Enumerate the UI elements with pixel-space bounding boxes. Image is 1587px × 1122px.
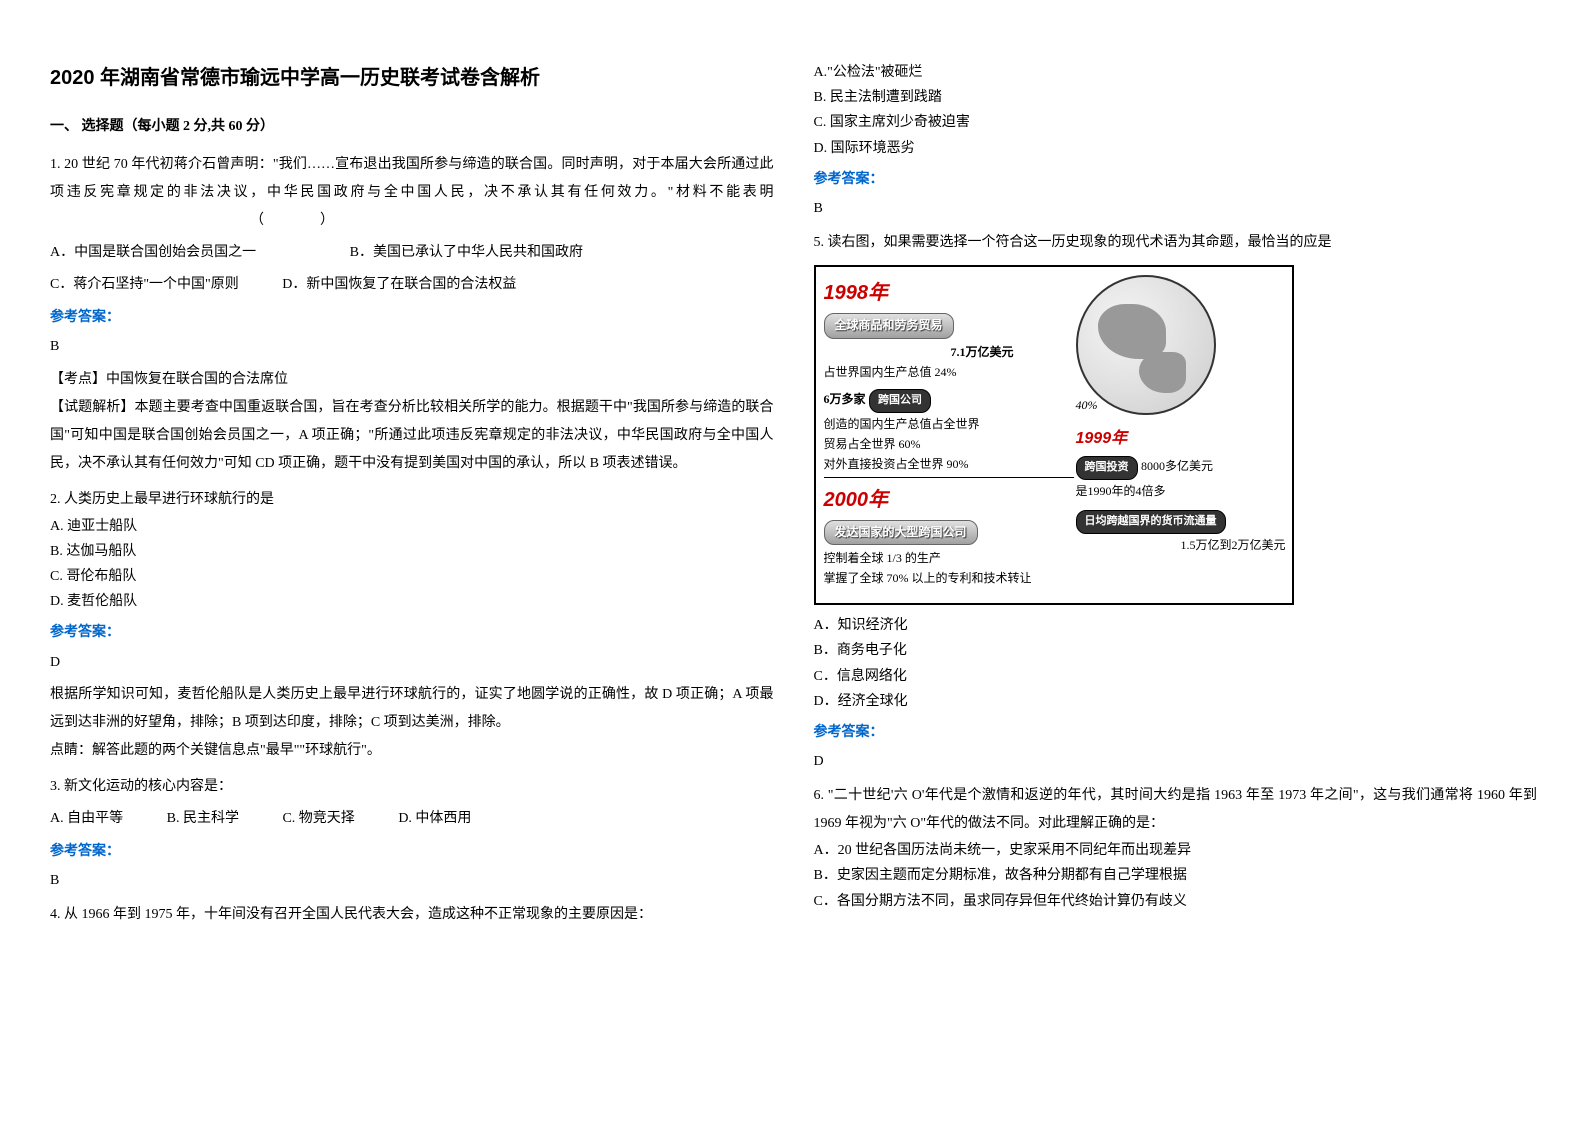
- question-5: 5. 读右图，如果需要选择一个符合这一历史现象的现代术语为其命题，最恰当的应是 …: [814, 229, 1538, 774]
- chart-value-1999: 8000多亿美元: [1141, 459, 1213, 473]
- chart-fdi-share: 对外直接投资占全世界 90%: [824, 455, 1074, 473]
- chart-production: 控制着全球 1/3 的生产: [824, 549, 1074, 567]
- q3-answer: B: [50, 868, 774, 893]
- question-1: 1. 20 世纪 70 年代初蒋介石曾声明："我们……宣布退出我国所参与缔造的联…: [50, 151, 774, 477]
- q1-explanation: 【试题解析】本题主要考查中国重返联合国，旨在考查分析比较相关所学的能力。根据题干…: [50, 394, 774, 478]
- chart-gdp-1998: 占世界国内生产总值 24%: [824, 363, 1074, 381]
- q6-option-a: A．20 世纪各国历法尚未统一，史家采用不同纪年而出现差异: [814, 838, 1538, 863]
- chart-banner-1999: 跨国投资: [1076, 456, 1138, 480]
- q1-number: 1.: [50, 157, 61, 172]
- q2-explanation: 根据所学知识可知，麦哲伦船队是人类历史上最早进行环球航行的，证实了地圆学说的正确…: [50, 681, 774, 737]
- q6-option-c: C．各国分期方法不同，虽求同存异但年代终始计算仍有歧义: [814, 889, 1538, 914]
- q5-option-a: A．知识经济化: [814, 613, 1538, 638]
- chart-value-1998: 7.1万亿美元: [824, 343, 1074, 361]
- right-column: A."公检法"被砸烂 B. 民主法制遭到践踏 C. 国家主席刘少奇被迫害 D. …: [814, 60, 1538, 1092]
- question-2: 2. 人类历史上最早进行环球航行的是 A. 迪亚士船队 B. 达伽马船队 C. …: [50, 486, 774, 765]
- q6-number: 6.: [814, 788, 825, 803]
- chart-year-1999: 1999年: [1076, 430, 1128, 447]
- left-column: 2020 年湖南省常德市瑜远中学高一历史联考试卷含解析 一、 选择题（每小题 2…: [50, 60, 774, 1092]
- chart-gdp-percent: 40%: [1076, 395, 1098, 417]
- q1-answer: B: [50, 334, 774, 359]
- q1-option-d: D．新中国恢复了在联合国的合法权益: [282, 271, 516, 299]
- q1-option-a: A．中国是联合国创始会员国之一: [50, 239, 256, 267]
- q4-option-c: C. 国家主席刘少奇被迫害: [814, 110, 1538, 135]
- question-6: 6. "二十世纪'六 O'年代是个激情和返逆的年代，其时间大约是指 1963 年…: [814, 782, 1538, 914]
- q1-option-b: B．美国已承认了中华人民共和国政府: [350, 239, 583, 267]
- globalization-chart: 1998年 全球商品和劳务贸易 7.1万亿美元 占世界国内生产总值 24% 6万…: [814, 265, 1294, 605]
- q2-answer: D: [50, 650, 774, 675]
- chart-compare-1999: 是1990年的4倍多: [1076, 482, 1286, 500]
- q5-option-d: D．经济全球化: [814, 689, 1538, 714]
- q2-option-b: B. 达伽马船队: [50, 539, 774, 564]
- q3-text: 新文化运动的核心内容是：: [64, 779, 232, 794]
- q2-number: 2.: [50, 492, 61, 507]
- chart-banner-companies: 跨国公司: [869, 389, 931, 413]
- q5-text: 读右图，如果需要选择一个符合这一历史现象的现代术语为其命题，最恰当的应是: [828, 235, 1332, 250]
- q5-number: 5.: [814, 235, 825, 250]
- q5-answer: D: [814, 749, 1538, 774]
- question-3: 3. 新文化运动的核心内容是： A. 自由平等 B. 民主科学 C. 物竞天择 …: [50, 773, 774, 893]
- chart-currency-banner: 日均跨越国界的货币流通量: [1076, 510, 1226, 534]
- q4-option-b: B. 民主法制遭到践踏: [814, 85, 1538, 110]
- q5-answer-label: 参考答案：: [814, 720, 1538, 745]
- q3-option-c: C. 物竞天择: [282, 805, 354, 833]
- chart-companies: 6万多家: [824, 392, 866, 406]
- q1-kaodian: 【考点】中国恢复在联合国的合法席位: [50, 366, 774, 394]
- q4-text: 从 1966 年到 1975 年，十年间没有召开全国人民代表大会，造成这种不正常…: [64, 907, 652, 922]
- chart-gdp-share: 创造的国内生产总值占全世界: [824, 415, 1074, 433]
- q2-answer-label: 参考答案：: [50, 620, 774, 645]
- q3-option-a: A. 自由平等: [50, 805, 123, 833]
- q3-answer-label: 参考答案：: [50, 839, 774, 864]
- q6-text: "二十世纪'六 O'年代是个激情和返逆的年代，其时间大约是指 1963 年至 1…: [814, 788, 1538, 831]
- q5-option-b: B．商务电子化: [814, 638, 1538, 663]
- q4-number: 4.: [50, 907, 61, 922]
- q1-option-c: C．蒋介石坚持"一个中国"原则: [50, 271, 239, 299]
- q1-paren: （ ）: [250, 213, 334, 228]
- chart-year-2000: 2000年: [824, 482, 1074, 518]
- q1-answer-label: 参考答案：: [50, 305, 774, 330]
- q4-answer: B: [814, 196, 1538, 221]
- q4-answer-label: 参考答案：: [814, 167, 1538, 192]
- q1-text: 20 世纪 70 年代初蒋介石曾声明："我们……宣布退出我国所参与缔造的联合国。…: [50, 157, 774, 200]
- chart-year-1998: 1998年: [824, 275, 1074, 311]
- q2-option-d: D. 麦哲伦船队: [50, 589, 774, 614]
- chart-currency-value: 1.5万亿到2万亿美元: [1076, 536, 1286, 554]
- question-4-start: 4. 从 1966 年到 1975 年，十年间没有召开全国人民代表大会，造成这种…: [50, 901, 774, 929]
- q3-number: 3.: [50, 779, 61, 794]
- section-header: 一、 选择题（每小题 2 分,共 60 分）: [50, 114, 774, 139]
- question-4-options: A."公检法"被砸烂 B. 民主法制遭到践踏 C. 国家主席刘少奇被迫害 D. …: [814, 60, 1538, 221]
- q3-option-b: B. 民主科学: [167, 805, 239, 833]
- chart-banner-1998: 全球商品和劳务贸易: [824, 313, 954, 339]
- q4-option-d: D. 国际环境恶劣: [814, 136, 1538, 161]
- q2-text: 人类历史上最早进行环球航行的是: [64, 492, 274, 507]
- q2-hint: 点睛：解答此题的两个关键信息点"最早""环球航行"。: [50, 737, 774, 765]
- q2-option-c: C. 哥伦布船队: [50, 564, 774, 589]
- chart-trade-share: 贸易占全世界 60%: [824, 435, 1074, 453]
- q5-option-c: C．信息网络化: [814, 664, 1538, 689]
- q4-option-a: A."公检法"被砸烂: [814, 60, 1538, 85]
- q6-option-b: B．史家因主题而定分期标准，故各种分期都有自己学理根据: [814, 863, 1538, 888]
- q3-option-d: D. 中体西用: [398, 805, 471, 833]
- chart-banner-2000: 发达国家的大型跨国公司: [824, 520, 978, 546]
- exam-title: 2020 年湖南省常德市瑜远中学高一历史联考试卷含解析: [50, 60, 774, 96]
- globe-icon: [1076, 275, 1216, 415]
- chart-tech: 掌握了全球 70% 以上的专利和技术转让: [824, 569, 1074, 587]
- q2-option-a: A. 迪亚士船队: [50, 514, 774, 539]
